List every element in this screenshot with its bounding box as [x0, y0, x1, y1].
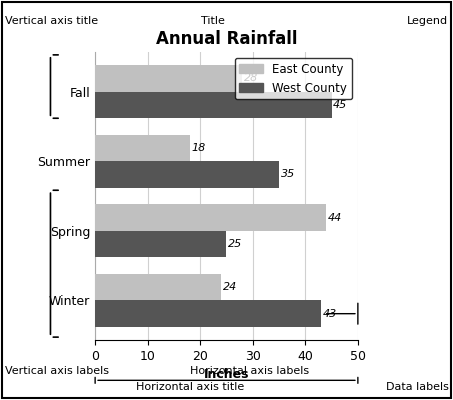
Legend: East County, West County: East County, West County — [235, 58, 352, 99]
Text: Legend: Legend — [407, 16, 448, 26]
Bar — [95, 231, 226, 257]
Bar — [95, 274, 221, 300]
Text: Horizontal axis title: Horizontal axis title — [136, 382, 244, 392]
Bar — [95, 135, 190, 161]
Text: Vertical axis labels: Vertical axis labels — [5, 366, 109, 376]
Bar — [95, 204, 326, 231]
Bar — [95, 161, 279, 188]
Text: Title: Title — [201, 16, 225, 26]
Text: 45: 45 — [333, 100, 347, 110]
Title: Annual Rainfall: Annual Rainfall — [156, 30, 297, 48]
Text: 28: 28 — [244, 73, 258, 83]
Text: 24: 24 — [223, 282, 237, 292]
Text: 35: 35 — [280, 170, 295, 180]
Text: 44: 44 — [328, 212, 342, 222]
Text: Vertical axis title: Vertical axis title — [5, 16, 98, 26]
Text: 18: 18 — [191, 143, 206, 153]
Bar — [95, 65, 242, 92]
Bar — [95, 92, 332, 118]
Text: Horizontal axis labels: Horizontal axis labels — [190, 366, 308, 376]
X-axis label: Inches: Inches — [204, 368, 249, 381]
Text: 25: 25 — [228, 239, 242, 249]
Bar — [95, 300, 321, 327]
Text: 43: 43 — [323, 309, 337, 319]
Text: Data labels: Data labels — [386, 382, 448, 392]
